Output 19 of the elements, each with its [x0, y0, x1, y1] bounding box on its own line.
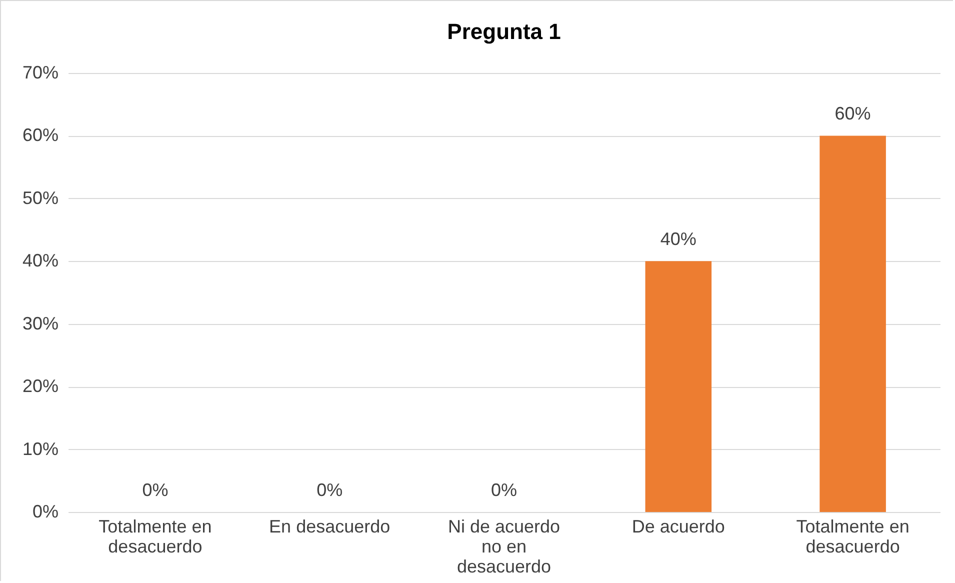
- x-tick-label: Totalmente en desacuerdo: [98, 516, 212, 556]
- y-tick-label: 60%: [22, 125, 58, 146]
- data-label: 60%: [834, 104, 871, 124]
- data-label: 40%: [660, 229, 696, 250]
- y-tick-label: 50%: [22, 188, 58, 208]
- data-label: 0%: [142, 480, 168, 500]
- x-tick-label: En desacuerdo: [269, 516, 390, 536]
- y-tick-label: 40%: [22, 250, 58, 271]
- y-tick-label: 70%: [22, 62, 58, 82]
- data-label: 0%: [316, 480, 343, 500]
- y-tick-label: 20%: [22, 376, 58, 396]
- data-label: 0%: [490, 480, 518, 500]
- y-tick-label: 10%: [22, 438, 58, 459]
- x-tick-label: De acuerdo: [632, 516, 725, 536]
- chart-title: Pregunta 1: [447, 19, 561, 44]
- x-tick-label: Ni de acuerdo no en desacuerdo: [448, 516, 560, 576]
- y-tick-label: 0%: [32, 502, 58, 522]
- x-tick-label: Totalmente en desacuerdo: [796, 516, 910, 556]
- y-tick-label: 30%: [22, 313, 58, 334]
